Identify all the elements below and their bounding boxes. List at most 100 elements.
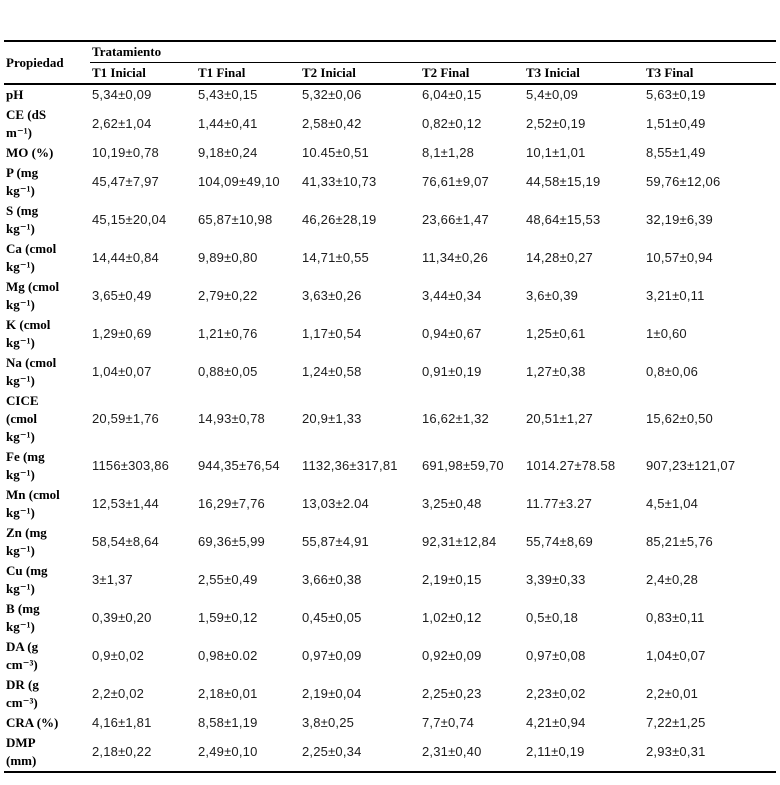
table-row: CRA (%) 4,16±1,81 8,58±1,19 3,8±0,25 7,7±0,7… xyxy=(4,713,776,733)
value-cell: 44,58±15,19 xyxy=(526,174,601,189)
value-cell: 4,21±0,94 xyxy=(526,715,586,730)
table-row: Cu (mg kg⁻¹) 3±1,37 2,55±0,49 3,66±0,38 2,19… xyxy=(4,561,776,599)
property-cell: Cu (mg kg⁻¹) xyxy=(6,563,48,596)
property-cell: DA (g cm⁻³) xyxy=(6,639,39,672)
property-cell: B (mg kg⁻¹) xyxy=(6,601,40,634)
table-row: Mn (cmol kg⁻¹) 12,53±1,44 16,29±7,76 13,03±… xyxy=(4,485,776,523)
value-cell: 5,32±0,06 xyxy=(302,87,362,102)
value-cell: 1,02±0,12 xyxy=(422,610,482,625)
column-header-t1-final: T1 Final xyxy=(196,62,300,85)
value-cell: 11.77±3.27 xyxy=(526,496,593,511)
value-cell: 9,89±0,80 xyxy=(198,250,258,265)
value-cell: 69,36±5,99 xyxy=(198,534,265,549)
properties-treatments-table: Propiedad Tratamiento T1 Inicial T1 Fina… xyxy=(4,40,777,773)
value-cell: 3,65±0,49 xyxy=(92,288,152,303)
value-cell: 0,9±0,02 xyxy=(92,648,145,663)
group-header-row: Propiedad Tratamiento xyxy=(4,41,777,85)
value-cell: 55,87±4,91 xyxy=(302,534,369,549)
value-cell: 2,49±0,10 xyxy=(198,744,258,759)
value-cell: 2,19±0,15 xyxy=(422,572,482,587)
value-cell: 2,2±0,01 xyxy=(646,686,699,701)
value-cell: 0,39±0,20 xyxy=(92,610,152,625)
value-cell: 0,5±0,18 xyxy=(526,610,579,625)
column-header-t2-final: T2 Final xyxy=(420,62,524,85)
value-cell: 1,25±0,61 xyxy=(526,326,586,341)
column-header-t1-inicial: T1 Inicial xyxy=(90,62,196,85)
value-cell: 1±0,60 xyxy=(646,326,687,341)
value-cell: 20,9±1,33 xyxy=(302,411,362,426)
value-cell: 1,44±0,41 xyxy=(198,116,258,131)
value-cell: 1,51±0,49 xyxy=(646,116,706,131)
value-cell: 907,23±121,07 xyxy=(646,458,736,473)
value-cell: 45,47±7,97 xyxy=(92,174,159,189)
property-cell: CE (dS m⁻¹) xyxy=(6,107,47,140)
value-cell: 1,27±0,38 xyxy=(526,364,586,379)
value-cell: 3,25±0,48 xyxy=(422,496,482,511)
value-cell: 8,55±1,49 xyxy=(646,145,706,160)
value-cell: 3,6±0,39 xyxy=(526,288,579,303)
value-cell: 16,62±1,32 xyxy=(422,411,489,426)
property-cell: Ca (cmol kg⁻¹) xyxy=(6,241,57,274)
table-row: K (cmol kg⁻¹) 1,29±0,69 1,21±0,76 1,17±0,54… xyxy=(4,315,776,353)
value-cell: 2,25±0,34 xyxy=(302,744,362,759)
page-sheet: Propiedad Tratamiento T1 Inicial T1 Fina… xyxy=(4,40,777,773)
value-cell: 2,52±0,19 xyxy=(526,116,586,131)
value-cell: 2,19±0,04 xyxy=(302,686,362,701)
value-cell: 15,62±0,50 xyxy=(646,411,713,426)
value-cell: 48,64±15,53 xyxy=(526,212,601,227)
value-cell: 2,25±0,23 xyxy=(422,686,482,701)
table-row: B (mg kg⁻¹) 0,39±0,20 1,59±0,12 0,45±0,05 1,… xyxy=(4,599,776,637)
value-cell: 2,93±0,31 xyxy=(646,744,706,759)
value-cell: 2,18±0,22 xyxy=(92,744,152,759)
value-cell: 1,04±0,07 xyxy=(92,364,152,379)
value-cell: 10,19±0,78 xyxy=(92,145,159,160)
value-cell: 4,5±1,04 xyxy=(646,496,699,511)
table-row: Zn (mg kg⁻¹) 58,54±8,64 69,36±5,99 55,87±4,… xyxy=(4,523,776,561)
column-header-row: T1 Inicial T1 Final T2 Inicial T2 Final … xyxy=(4,62,777,85)
table-row: S (mg kg⁻¹) 45,15±20,04 65,87±10,98 46,26±2… xyxy=(4,201,776,239)
value-cell: 5,34±0,09 xyxy=(92,87,152,102)
value-cell: 14,28±0,27 xyxy=(526,250,593,265)
property-cell: Na (cmol kg⁻¹) xyxy=(6,355,57,388)
value-cell: 6,04±0,15 xyxy=(422,87,482,102)
value-cell: 58,54±8,64 xyxy=(92,534,159,549)
table-row: Mg (cmol kg⁻¹) 3,65±0,49 2,79±0,22 3,63±0,2… xyxy=(4,277,776,315)
value-cell: 45,15±20,04 xyxy=(92,212,167,227)
table-row: DA (g cm⁻³) 0,9±0,02 0,98±0.02 0,97±0,09 0,9… xyxy=(4,637,776,675)
table-body: pH 5,34±0,09 5,43±0,15 5,32±0,06 6,04±0,15 5,… xyxy=(4,84,776,772)
value-cell: 0,97±0,09 xyxy=(302,648,362,663)
value-cell: 0,97±0,08 xyxy=(526,648,586,663)
value-cell: 13,03±2.04 xyxy=(302,496,369,511)
value-cell: 8,1±1,28 xyxy=(422,145,475,160)
table-row: P (mg kg⁻¹) 45,47±7,97 104,09±49,10 41,33±1… xyxy=(4,163,776,201)
treatment-group-header: Tratamiento xyxy=(90,41,777,63)
property-cell: pH xyxy=(6,87,24,102)
property-cell: Fe (mg kg⁻¹) xyxy=(6,449,45,482)
value-cell: 2,18±0,01 xyxy=(198,686,258,701)
value-cell: 4,16±1,81 xyxy=(92,715,152,730)
value-cell: 14,93±0,78 xyxy=(198,411,265,426)
table-row: DR (g cm⁻³) 2,2±0,02 2,18±0,01 2,19±0,04 2,2… xyxy=(4,675,776,713)
value-cell: 2,31±0,40 xyxy=(422,744,482,759)
value-cell: 65,87±10,98 xyxy=(198,212,273,227)
value-cell: 0,91±0,19 xyxy=(422,364,482,379)
value-cell: 59,76±12,06 xyxy=(646,174,721,189)
value-cell: 11,34±0,26 xyxy=(422,250,489,265)
value-cell: 92,31±12,84 xyxy=(422,534,497,549)
value-cell: 0,45±0,05 xyxy=(302,610,362,625)
value-cell: 2,11±0,19 xyxy=(526,744,585,759)
property-cell: K (cmol kg⁻¹) xyxy=(6,317,51,350)
property-cell: P (mg kg⁻¹) xyxy=(6,165,39,198)
value-cell: 23,66±1,47 xyxy=(422,212,489,227)
value-cell: 46,26±28,19 xyxy=(302,212,377,227)
property-cell: Mn (cmol kg⁻¹) xyxy=(6,487,60,520)
property-cell: DMP (mm) xyxy=(6,735,37,768)
table-header: Propiedad Tratamiento T1 Inicial T1 Fina… xyxy=(4,41,777,85)
value-cell: 3,8±0,25 xyxy=(302,715,355,730)
value-cell: 0,83±0,11 xyxy=(646,610,705,625)
value-cell: 3,44±0,34 xyxy=(422,288,482,303)
value-cell: 3,63±0,26 xyxy=(302,288,362,303)
value-cell: 10.45±0,51 xyxy=(302,145,369,160)
property-cell: DR (g cm⁻³) xyxy=(6,677,39,710)
property-cell: Mg (cmol kg⁻¹) xyxy=(6,279,60,312)
